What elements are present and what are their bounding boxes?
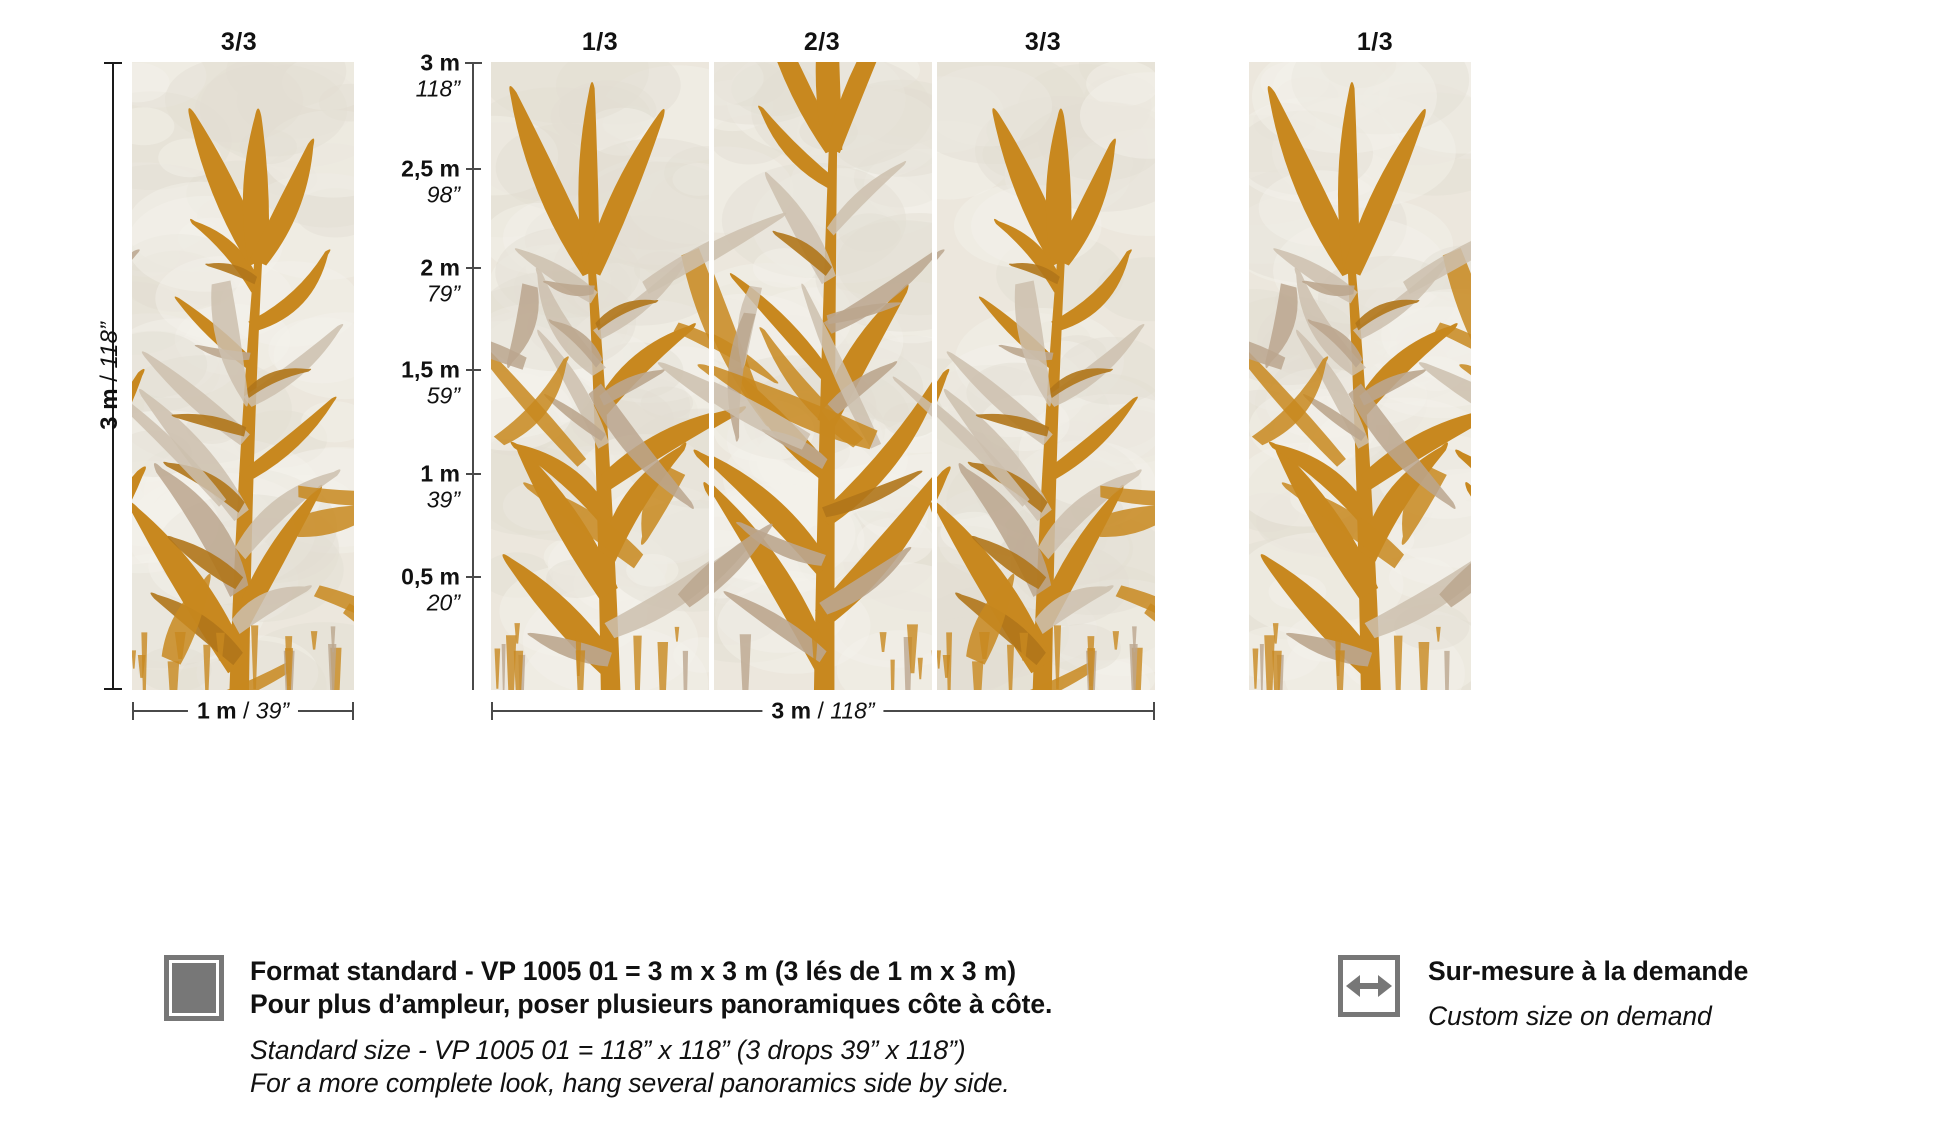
panel-label-4: 1/3 (1356, 28, 1394, 56)
ruler-label-0: 3 m 118” (415, 49, 460, 102)
main-width-label-sep: / (811, 697, 831, 724)
artwork-drop-right-standalone (1249, 62, 1471, 690)
ruler-label-metric-0: 3 m (420, 49, 460, 76)
left-height-dimension-line (112, 62, 114, 690)
ruler-label-metric-4: 1 m (420, 460, 460, 487)
main-height-ruler-line (472, 62, 474, 690)
left-width-cap-right (352, 702, 354, 720)
left-height-cap-top (104, 62, 122, 64)
ruler-label-imperial-2: 79” (426, 280, 460, 306)
left-height-label-imperial: 118” (96, 322, 123, 369)
left-width-label-sep: / (236, 697, 256, 724)
legend-standard-en-line2: For a more complete look, hang several p… (250, 1068, 1010, 1099)
panel-label-2: 2/3 (803, 28, 841, 56)
legend-custom-text: Sur-mesure à la demande Custom size on d… (1428, 955, 1748, 1034)
legend-standard-en-line1: Standard size - VP 1005 01 = 118” x 118”… (250, 1034, 966, 1065)
main-width-label-metric: 3 m (771, 697, 812, 724)
foliage-group (714, 62, 932, 690)
ruler-label-imperial-3: 59” (426, 382, 460, 408)
ruler-label-5: 0,5 m 20” (401, 563, 460, 616)
drop-artwork-svg (714, 62, 932, 690)
left-height-label: 3 m / 118” (96, 322, 124, 430)
left-height-cap-bottom (104, 688, 122, 690)
legend-standard-text: Format standard - VP 1005 01 = 3 m x 3 m… (250, 955, 1052, 1101)
left-height-label-sep: / (96, 368, 123, 389)
ruler-label-metric-1: 2,5 m (401, 155, 460, 182)
horizontal-double-arrow-icon (1338, 955, 1400, 1017)
left-width-cap-left (132, 702, 134, 720)
ruler-label-3: 1,5 m 59” (401, 356, 460, 409)
ruler-tick-2 (466, 267, 481, 269)
ruler-label-4: 1 m 39” (420, 460, 460, 513)
ruler-tick-5 (466, 576, 481, 578)
legend-custom-fr-line1: Sur-mesure à la demande (1428, 956, 1749, 986)
main-width-cap-left (491, 702, 493, 720)
ruler-label-1: 2,5 m 98” (401, 155, 460, 208)
legend-standard-format: Format standard - VP 1005 01 = 3 m x 3 m… (164, 955, 1052, 1101)
main-width-label-imperial: 118” (830, 697, 875, 724)
left-width-label-metric: 1 m (196, 697, 237, 724)
ruler-label-metric-3: 1,5 m (401, 356, 460, 383)
ruler-label-imperial-5: 20” (426, 589, 460, 615)
artwork-drop-main-2 (714, 62, 932, 690)
foliage-group (1249, 81, 1471, 690)
legend-standard-spacer (250, 1022, 1052, 1034)
left-width-label-imperial: 39” (255, 697, 290, 724)
standard-format-icon (164, 955, 224, 1021)
legend-standard-fr-line1: Format standard - VP 1005 01 = 3 m x 3 m… (250, 956, 1016, 986)
drop-artwork-svg (132, 62, 354, 690)
main-ruler-cap-top (465, 62, 482, 64)
legend-custom-spacer (1428, 988, 1748, 1000)
drop-artwork-svg (937, 62, 1155, 690)
double-arrow-glyph (1346, 975, 1392, 997)
artwork-drop-main-1 (491, 62, 709, 690)
standard-format-icon-inner (169, 960, 219, 1016)
foliage-group (132, 108, 354, 690)
panel-label-3: 3/3 (1024, 28, 1062, 56)
ruler-tick-4 (466, 473, 481, 475)
drop-artwork-svg (1249, 62, 1471, 690)
artwork-drop-left-standalone (132, 62, 354, 690)
left-height-label-metric: 3 m (96, 388, 123, 430)
ruler-label-imperial-0: 118” (415, 75, 460, 101)
left-width-label: 1 m / 39” (187, 697, 299, 725)
ruler-label-2: 2 m 79” (420, 254, 460, 307)
ruler-label-imperial-4: 39” (426, 486, 460, 512)
main-width-cap-right (1153, 702, 1155, 720)
main-width-label: 3 m / 118” (762, 697, 884, 725)
ruler-label-metric-2: 2 m (420, 254, 460, 281)
ruler-label-metric-5: 0,5 m (401, 563, 460, 590)
legend-standard-fr-line2: Pour plus d’ampleur, poser plusieurs pan… (250, 989, 1053, 1020)
drop-artwork-svg (491, 62, 709, 690)
panel-label-1: 1/3 (581, 28, 619, 56)
ruler-tick-3 (466, 369, 481, 371)
foliage-group (491, 81, 709, 690)
legend-custom-size: Sur-mesure à la demande Custom size on d… (1338, 955, 1748, 1034)
artwork-drop-main-3 (937, 62, 1155, 690)
ruler-tick-1 (466, 168, 481, 170)
panel-label-0: 3/3 (220, 28, 258, 56)
foliage-group (937, 108, 1155, 690)
ruler-label-imperial-1: 98” (426, 181, 460, 207)
legend-custom-en-line1: Custom size on demand (1428, 1001, 1712, 1032)
